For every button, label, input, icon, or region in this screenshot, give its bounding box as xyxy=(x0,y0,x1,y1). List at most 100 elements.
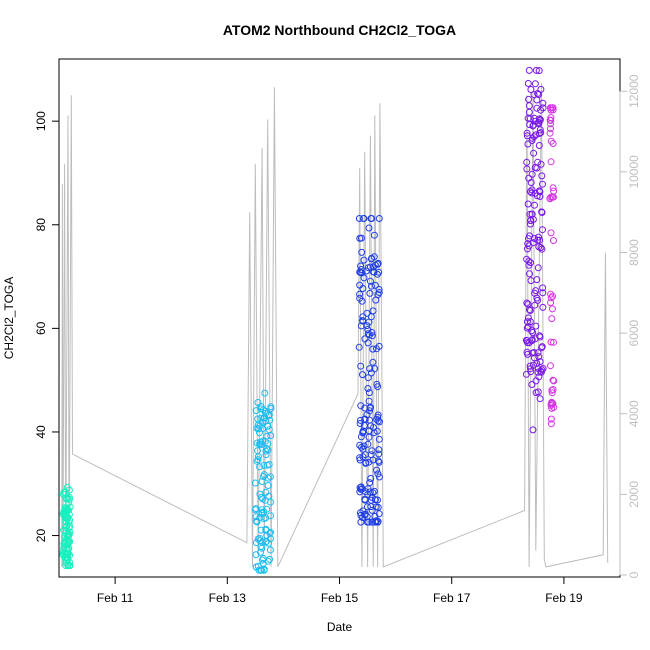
data-point xyxy=(61,534,69,542)
data-point xyxy=(536,358,544,366)
data-point xyxy=(548,315,556,323)
data-point xyxy=(357,511,365,519)
data-point xyxy=(251,479,259,487)
data-point xyxy=(539,99,547,107)
data-point xyxy=(547,294,555,302)
data-point xyxy=(62,524,70,532)
data-point xyxy=(536,395,544,403)
data-point xyxy=(523,299,531,307)
data-point xyxy=(525,66,533,74)
data-point xyxy=(62,562,70,570)
data-point xyxy=(530,354,538,362)
data-point xyxy=(534,264,542,272)
data-point xyxy=(546,129,554,137)
data-point xyxy=(375,268,383,276)
data-point xyxy=(524,140,532,148)
y-tick-label: 20 xyxy=(34,529,48,543)
data-point xyxy=(550,338,557,346)
y2-tick-label: 8000 xyxy=(627,239,641,266)
data-point xyxy=(355,343,363,351)
data-point xyxy=(548,404,556,412)
chart-title: ATOM2 Northbound CH2Cl2_TOGA xyxy=(223,22,456,38)
data-point xyxy=(258,509,266,516)
data-point xyxy=(66,495,73,503)
data-point xyxy=(369,489,377,497)
data-point xyxy=(373,345,380,353)
data-point xyxy=(255,425,263,433)
data-point xyxy=(524,114,532,122)
data-point xyxy=(357,362,365,370)
data-point xyxy=(62,494,70,502)
axes-layer: Feb 11 Feb 13 Feb 15 Feb 17 Feb 19 20 40 60 80 10… xyxy=(34,74,641,605)
data-point xyxy=(525,95,533,103)
data-point xyxy=(357,416,364,424)
x-tick-label: Feb 17 xyxy=(433,591,471,605)
data-point xyxy=(267,405,275,412)
data-point xyxy=(525,235,532,243)
data-point xyxy=(266,555,274,563)
data-point xyxy=(536,236,544,244)
data-point xyxy=(547,338,555,346)
data-point xyxy=(529,122,537,130)
data-point xyxy=(65,519,73,527)
data-point xyxy=(550,187,558,195)
data-point xyxy=(363,322,371,330)
y2-tick-label: 6000 xyxy=(627,319,641,346)
data-point xyxy=(535,67,543,75)
data-point xyxy=(258,478,266,485)
data-point xyxy=(533,164,541,172)
data-point xyxy=(535,353,543,361)
data-point xyxy=(357,402,365,410)
data-point xyxy=(526,362,534,370)
data-point xyxy=(375,446,383,454)
data-point xyxy=(372,503,380,511)
data-point xyxy=(539,284,547,292)
data-point xyxy=(375,435,383,443)
y-tick-label: 60 xyxy=(34,321,48,335)
data-point xyxy=(254,415,262,423)
data-point xyxy=(535,115,543,123)
data-point xyxy=(367,282,375,290)
data-point xyxy=(66,562,74,570)
data-point xyxy=(536,188,544,196)
data-point xyxy=(547,137,555,145)
data-point xyxy=(366,289,374,297)
data-point xyxy=(65,511,73,518)
data-point xyxy=(373,466,381,474)
data-point xyxy=(356,234,364,242)
data-point xyxy=(531,80,539,88)
data-point xyxy=(60,539,68,547)
data-point xyxy=(528,189,536,197)
data-point xyxy=(524,200,532,208)
series-2 xyxy=(251,389,275,574)
data-point xyxy=(356,456,364,464)
data-point xyxy=(266,546,274,554)
data-point xyxy=(526,270,533,278)
data-point xyxy=(259,559,267,567)
data-point xyxy=(261,389,269,397)
data-point xyxy=(363,309,371,317)
data-point xyxy=(64,515,71,522)
data-point xyxy=(375,289,383,296)
data-point xyxy=(526,306,533,314)
data-point xyxy=(536,116,544,124)
data-point xyxy=(374,411,382,419)
data-point xyxy=(260,461,268,469)
data-point xyxy=(364,385,372,392)
y-tick-label: 40 xyxy=(34,425,48,439)
data-point xyxy=(369,263,377,271)
data-point xyxy=(364,339,372,347)
data-point xyxy=(536,193,544,200)
data-point xyxy=(358,248,366,256)
data-point xyxy=(366,479,374,487)
data-point xyxy=(252,551,260,559)
data-point xyxy=(549,386,557,393)
data-point xyxy=(61,554,69,562)
data-point xyxy=(254,456,262,464)
data-point xyxy=(527,365,534,373)
data-point xyxy=(550,237,557,244)
data-point xyxy=(527,277,535,285)
data-point xyxy=(369,345,377,353)
data-point xyxy=(534,368,542,376)
data-point xyxy=(356,290,364,298)
